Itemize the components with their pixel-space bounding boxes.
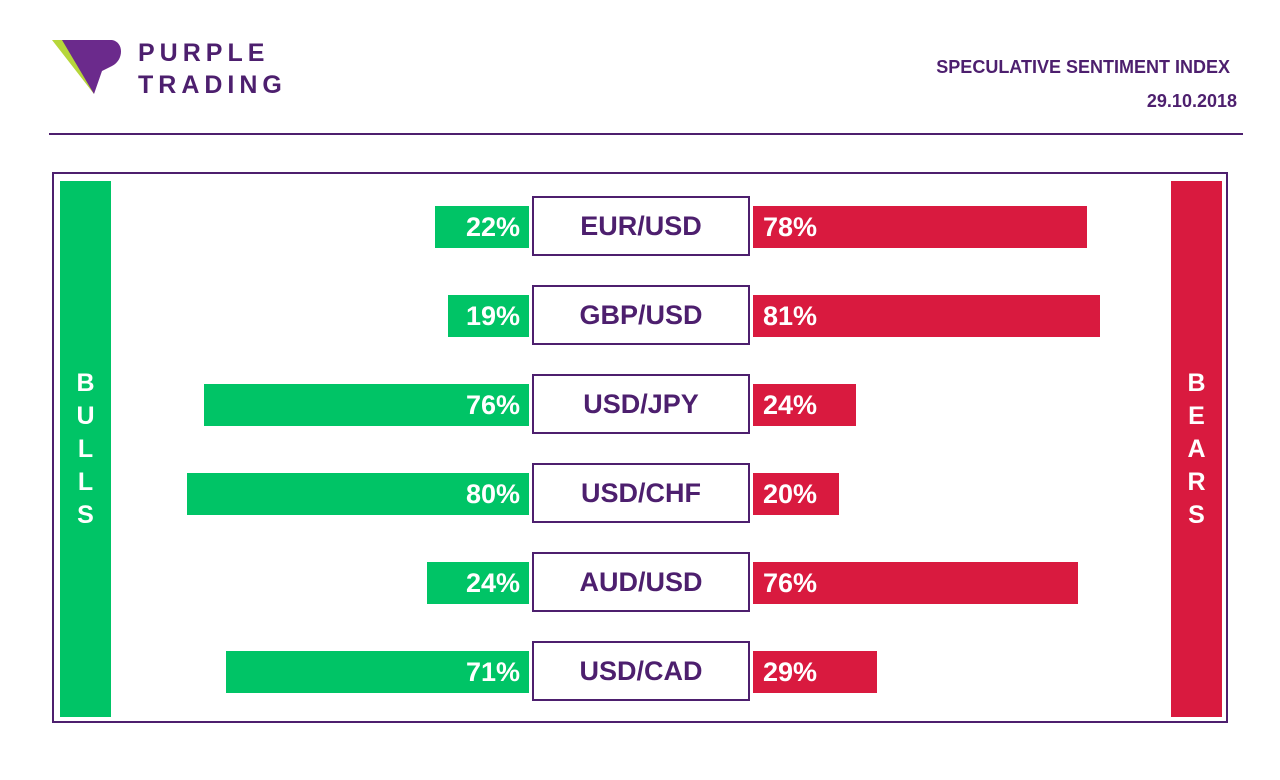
bull-bar-gbp-usd: 19% [448,295,529,337]
currency-pair-label: USD/JPY [532,374,750,434]
index-date: 29.10.2018 [1146,91,1237,111]
currency-pair-label: GBP/USD [532,285,750,345]
bull-value-label: 71% [465,656,520,687]
brand-name-line2: TRADING [138,71,287,99]
bear-bar-aud-usd: 76% [753,562,1078,604]
currency-pair-label: EUR/USD [532,196,750,256]
logo-mark-icon [52,40,121,94]
bear-bar-usd-jpy: 24% [753,384,856,426]
bear-value-label: 29% [763,656,818,687]
bull-value-label: 80% [465,478,520,509]
bear-value-label: 76% [763,567,818,598]
brand-name-line1: PURPLE [138,39,270,67]
header-divider [49,133,1243,135]
brand-logo: PURPLE TRADING [52,38,312,102]
bull-value-label: 24% [465,567,520,598]
currency-pair-label: AUD/USD [532,552,750,612]
bear-bar-eur-usd: 78% [753,206,1087,248]
bull-value-label: 76% [465,389,520,420]
bear-value-label: 24% [763,389,818,420]
bull-bar-usd-cad: 71% [226,651,529,693]
bull-value-label: 22% [465,211,520,242]
bear-bar-usd-chf: 20% [753,473,839,515]
index-title: SPECULATIVE SENTIMENT INDEX [936,57,1230,77]
currency-pair-label: USD/CAD [532,641,750,701]
currency-pair-label: USD/CHF [532,463,750,523]
bull-value-label: 19% [465,300,520,331]
bull-bar-usd-jpy: 76% [204,384,529,426]
chart-frame [52,172,1228,723]
bear-value-label: 81% [763,300,818,331]
bull-bar-usd-chf: 80% [187,473,529,515]
bull-bar-eur-usd: 22% [435,206,529,248]
bear-value-label: 20% [763,478,818,509]
bear-bar-usd-cad: 29% [753,651,877,693]
bear-value-label: 78% [763,211,818,242]
bear-bar-gbp-usd: 81% [753,295,1100,337]
bull-bar-aud-usd: 24% [427,562,529,604]
